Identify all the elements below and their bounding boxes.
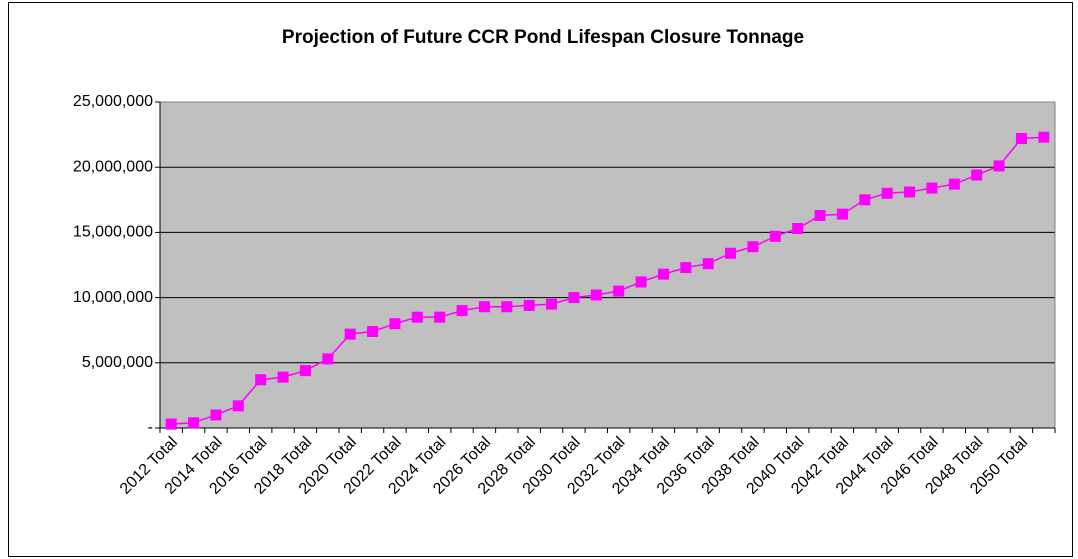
- point-marker: [769, 230, 781, 242]
- y-tick-label: -: [148, 419, 153, 436]
- point-marker: [322, 353, 334, 365]
- point-marker: [836, 208, 848, 220]
- point-marker: [814, 209, 826, 221]
- point-marker: [232, 400, 244, 412]
- point-marker: [546, 298, 558, 310]
- point-marker: [792, 222, 804, 234]
- point-marker: [210, 409, 222, 421]
- y-tick-label: 20,000,000: [73, 158, 153, 175]
- point-marker: [948, 178, 960, 190]
- point-marker: [165, 418, 177, 430]
- y-tick-label: 10,000,000: [73, 289, 153, 306]
- point-marker: [523, 299, 535, 311]
- chart-title: Projection of Future CCR Pond Lifespan C…: [282, 27, 804, 48]
- point-marker: [1038, 131, 1050, 143]
- point-marker: [971, 169, 983, 181]
- point-marker: [568, 292, 580, 304]
- plot-area: [160, 102, 1055, 428]
- point-marker: [255, 374, 267, 386]
- point-marker: [344, 328, 356, 340]
- point-marker: [277, 371, 289, 383]
- point-marker: [926, 182, 938, 194]
- point-marker: [434, 311, 446, 323]
- y-tick-label: 25,000,000: [73, 93, 153, 110]
- point-marker: [456, 305, 468, 317]
- point-marker: [411, 311, 423, 323]
- point-marker: [702, 258, 714, 270]
- point-marker: [188, 417, 200, 429]
- point-marker: [613, 285, 625, 297]
- point-marker: [859, 194, 871, 206]
- point-marker: [367, 326, 379, 338]
- point-marker: [993, 160, 1005, 172]
- point-marker: [501, 301, 513, 313]
- point-marker: [725, 247, 737, 259]
- point-marker: [299, 365, 311, 377]
- point-marker: [881, 187, 893, 199]
- point-marker: [747, 241, 759, 253]
- line-series: [171, 136, 1044, 425]
- point-marker: [904, 186, 916, 198]
- point-marker: [478, 301, 490, 313]
- point-marker: [680, 262, 692, 274]
- point-marker: [590, 289, 602, 301]
- point-marker: [635, 276, 647, 288]
- y-tick-label: 15,000,000: [73, 224, 153, 241]
- point-marker: [389, 318, 401, 330]
- point-marker: [1015, 133, 1027, 145]
- y-tick-label: 5,000,000: [82, 354, 153, 371]
- point-marker: [657, 268, 669, 280]
